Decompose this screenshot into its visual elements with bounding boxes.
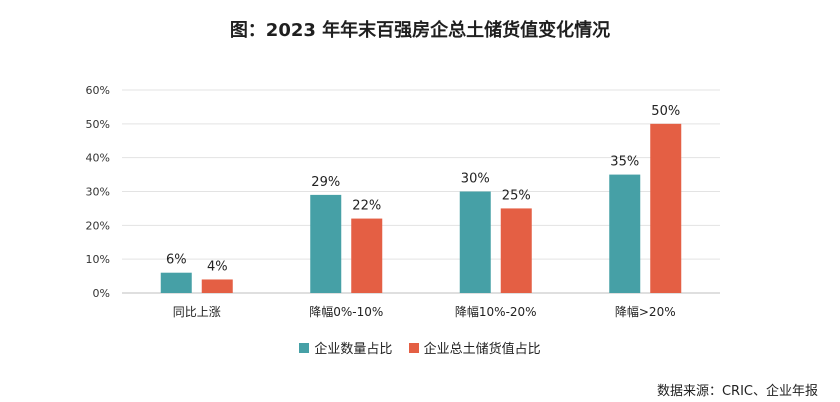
bar-series-1 <box>310 194 342 293</box>
y-tick-label: 60% <box>86 84 110 97</box>
legend-swatch-series-1 <box>299 342 310 353</box>
data-label: 35% <box>610 155 639 170</box>
bar-series-1 <box>160 272 192 293</box>
data-labels: 6% 4% 29% 22% 30% 25% 35% 50% <box>166 104 680 275</box>
data-label: 25% <box>502 188 531 203</box>
y-tick-label: 40% <box>86 152 110 165</box>
data-label: 30% <box>461 172 490 187</box>
category-label: 同比上涨 <box>173 304 221 319</box>
bar-series-2 <box>650 123 682 293</box>
y-tick-label: 0% <box>93 287 110 300</box>
data-label: 29% <box>311 175 340 190</box>
chart-title: 图：2023 年年末百强房企总土储货值变化情况 <box>229 20 611 41</box>
y-tick-label: 50% <box>86 118 110 131</box>
legend-label-series-2: 企业总土储货值占比 <box>423 342 541 357</box>
legend-swatch-series-2 <box>408 342 419 353</box>
y-tick-label: 10% <box>86 253 110 266</box>
data-label: 4% <box>207 259 228 274</box>
data-label: 6% <box>166 253 187 268</box>
category-label: 降幅10%-20% <box>455 304 537 319</box>
bar-series-1 <box>459 191 491 293</box>
y-tick-label: 30% <box>86 186 110 199</box>
data-label: 22% <box>352 199 381 214</box>
y-axis-ticks: 0% 10% 20% 30% 40% 50% 60% <box>86 84 110 300</box>
legend: 企业数量占比 企业总土储货值占比 <box>0 338 840 357</box>
bar-series-1 <box>609 174 641 293</box>
bar-series-2 <box>351 218 383 293</box>
category-label: 降幅0%-10% <box>309 304 383 319</box>
category-label: 降幅>20% <box>615 304 676 319</box>
bar-series-2 <box>201 279 233 293</box>
data-label: 50% <box>651 104 680 119</box>
legend-item-series-1: 企业数量占比 <box>299 338 392 357</box>
bar-series-2 <box>500 208 532 293</box>
source-note: 数据来源：CRIC、企业年报 <box>656 384 818 399</box>
bars <box>160 123 682 293</box>
y-tick-label: 20% <box>86 219 110 232</box>
legend-label-series-1: 企业数量占比 <box>314 342 393 357</box>
category-labels: 同比上涨 降幅0%-10% 降幅10%-20% 降幅>20% <box>173 304 676 319</box>
legend-item-series-2: 企业总土储货值占比 <box>408 338 541 357</box>
